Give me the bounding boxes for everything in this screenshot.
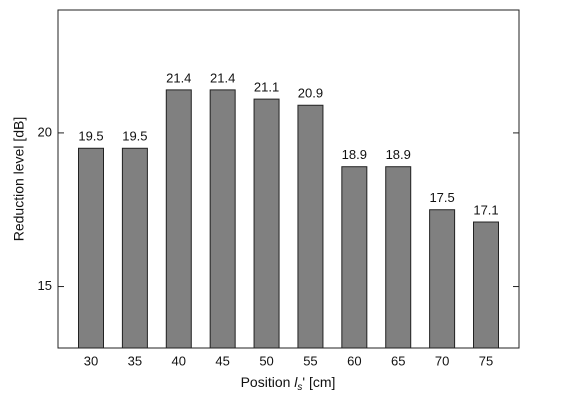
bar <box>385 166 412 349</box>
data-label: 21.4 <box>210 70 235 85</box>
bar <box>209 89 236 349</box>
data-label: 19.5 <box>78 129 103 144</box>
bar <box>121 147 148 349</box>
x-tick-label: 40 <box>172 353 186 368</box>
bar <box>253 98 280 349</box>
data-label: 21.1 <box>254 80 279 95</box>
x-label-suffix: ' [cm] <box>302 374 335 390</box>
data-label: 17.1 <box>473 202 498 217</box>
x-tick-label: 55 <box>303 353 317 368</box>
x-tick-label: 50 <box>259 353 273 368</box>
y-tick-label: 15 <box>38 278 52 293</box>
x-tick-label: 75 <box>479 353 493 368</box>
data-label: 18.9 <box>386 147 411 162</box>
data-label: 20.9 <box>298 86 323 101</box>
y-axis-label: Reduction level [dB] <box>11 117 27 242</box>
bar <box>341 166 368 349</box>
x-tick-label: 30 <box>84 353 98 368</box>
x-tick-label: 70 <box>435 353 449 368</box>
data-label: 17.5 <box>429 190 454 205</box>
x-axis-label: Position ls' [cm] <box>241 374 336 393</box>
bar <box>165 89 192 349</box>
y-tick-label: 20 <box>38 124 52 139</box>
bar <box>429 209 456 349</box>
bar <box>78 147 104 349</box>
data-label: 19.5 <box>122 129 147 144</box>
x-label-text: Position <box>241 374 295 390</box>
bar <box>297 104 324 349</box>
x-tick-label: 45 <box>215 353 229 368</box>
x-label-var: l <box>294 374 298 390</box>
data-label: 18.9 <box>342 147 367 162</box>
x-label-sub: s <box>297 382 302 393</box>
x-tick-label: 60 <box>347 353 361 368</box>
x-tick-label: 65 <box>391 353 405 368</box>
bar <box>473 221 499 349</box>
plot-frame <box>57 9 520 349</box>
data-label: 21.4 <box>166 70 191 85</box>
x-tick-label: 35 <box>128 353 142 368</box>
